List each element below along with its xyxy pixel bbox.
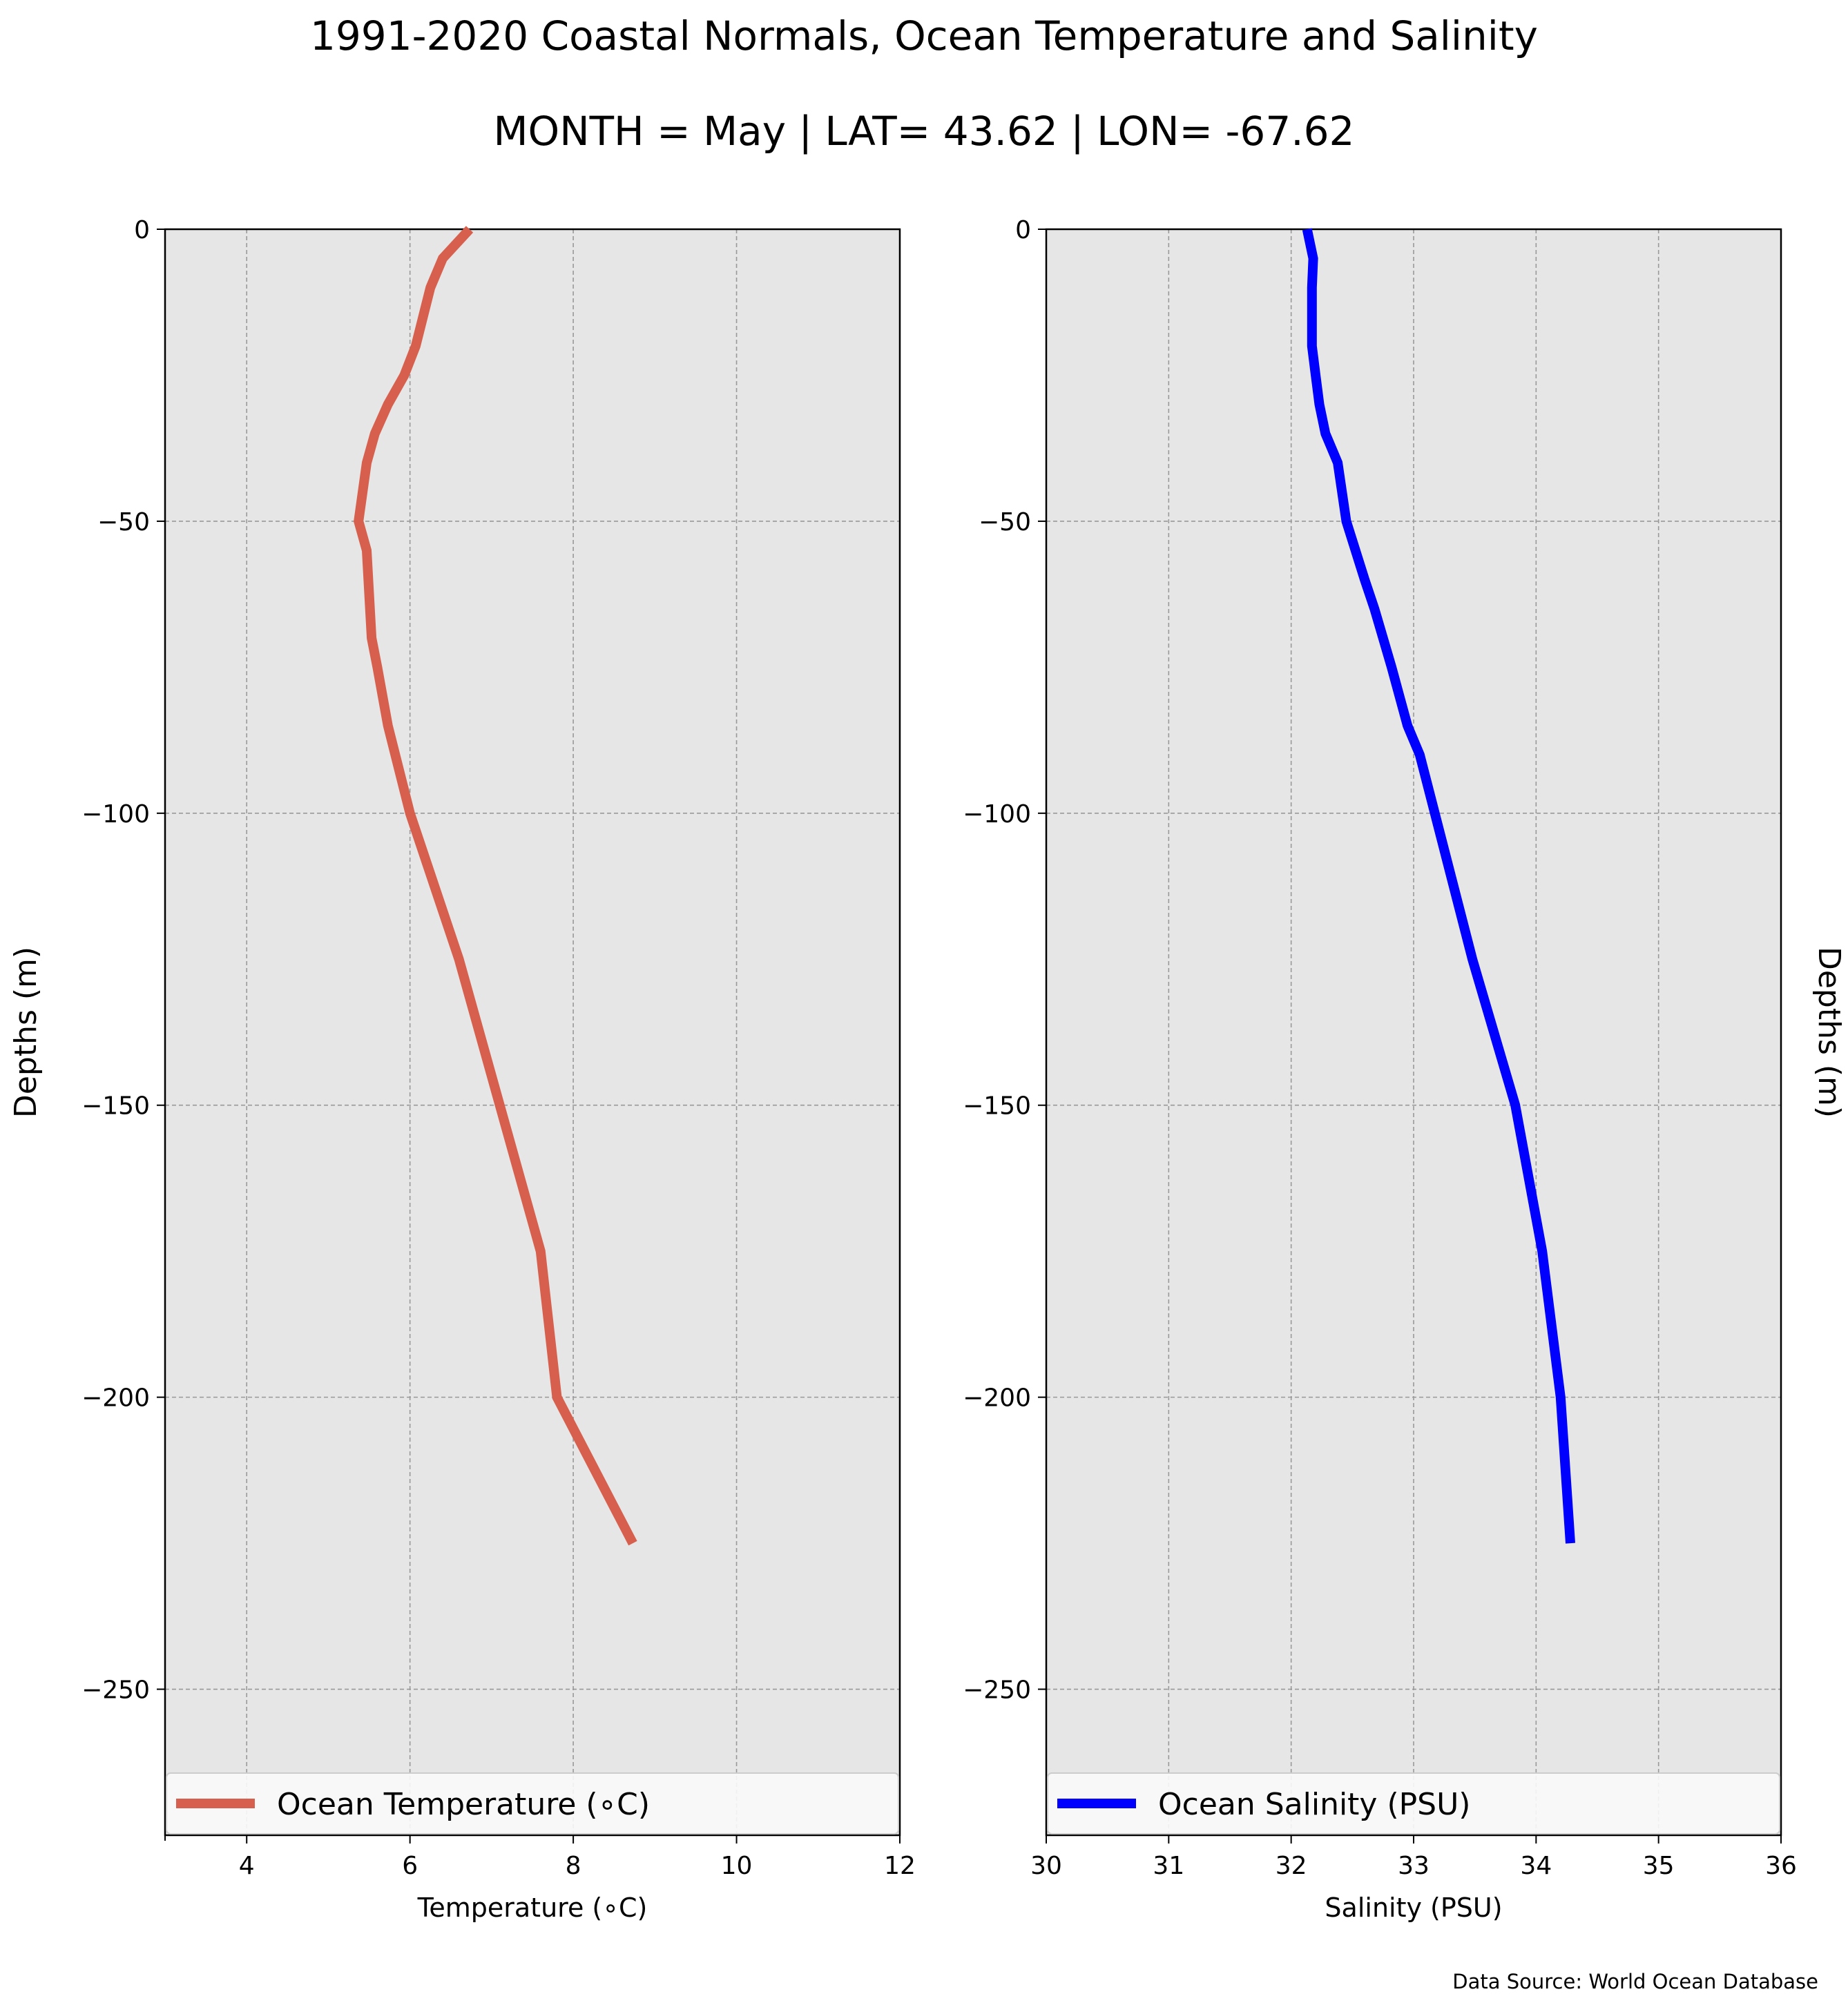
sal-x-axis-label: Salinity (PSU): [1325, 1893, 1502, 1923]
sal-x-tick-label: 36: [1765, 1852, 1797, 1880]
sal-x-tick-label: 35: [1643, 1852, 1675, 1880]
temp-legend-label: Ocean Temperature (∘C): [277, 1787, 650, 1822]
temp-y-tick-label: 0: [134, 216, 150, 244]
sal-legend-label: Ocean Salinity (PSU): [1158, 1787, 1470, 1822]
figure-title: 1991-2020 Coastal Normals, Ocean Tempera…: [310, 12, 1538, 59]
sal-x-tick-label: 34: [1520, 1852, 1552, 1880]
figure-subtitle: MONTH = May | LAT= 43.62 | LON= -67.62: [494, 108, 1355, 155]
sal-x-tick-label: 30: [1030, 1852, 1062, 1880]
sal-y-tick-label: −100: [963, 800, 1031, 829]
sal-y-tick-label: 0: [1015, 216, 1031, 244]
temp-y-axis-label: Depths (m): [8, 947, 44, 1118]
sal-x-tick-label: 33: [1398, 1852, 1430, 1880]
temp-plot-area: [165, 229, 900, 1835]
sal-y-tick-label: −150: [963, 1092, 1031, 1121]
temp-y-tick-label: −250: [81, 1676, 150, 1705]
temp-y-tick-label: −200: [81, 1384, 150, 1413]
temp-x-axis-label: Temperature (∘C): [417, 1893, 648, 1923]
temperature-panel: 4 6 8 10 12 0 −50 −100 −150 −200 −250 Temperature (…: [8, 216, 916, 1923]
temp-y-tick-label: −150: [81, 1092, 150, 1121]
sal-x-tick-label: 31: [1153, 1852, 1184, 1880]
temp-series-line: [354, 226, 637, 1546]
temp-legend-box: [166, 1772, 899, 1835]
sal-y-tick-label: −250: [963, 1676, 1031, 1705]
sal-legend-box: [1047, 1772, 1780, 1835]
temp-x-tick-label: 6: [402, 1852, 418, 1880]
sal-y-tick-label: −200: [963, 1384, 1031, 1413]
temp-y-tick-label: −100: [81, 800, 150, 829]
sal-series-line: [1302, 228, 1575, 1544]
sal-y-tick-label: −50: [979, 508, 1031, 536]
temp-y-tick-label: −50: [97, 508, 150, 536]
sal-x-tick-label: 32: [1276, 1852, 1307, 1880]
sal-y-axis-label: Depths (m): [1811, 947, 1847, 1118]
temp-x-tick-label: 12: [884, 1852, 916, 1880]
temp-axes-frame: [164, 228, 901, 1837]
data-source-note: Data Source: World Ocean Database: [1452, 1970, 1818, 1993]
temp-x-tick-label: 10: [721, 1852, 753, 1880]
salinity-panel: 30 31 32 33 34 35 36 0 −50 −100 −150 −200 −250 Salini…: [963, 216, 1847, 1923]
temp-x-tick-label: 4: [239, 1852, 255, 1880]
temp-x-tick-label: 8: [566, 1852, 581, 1880]
